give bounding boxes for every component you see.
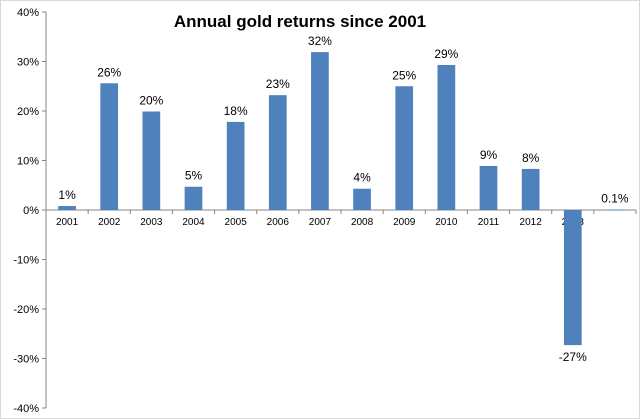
data-label: 32% <box>308 34 332 48</box>
bar <box>521 168 540 210</box>
data-label: 23% <box>266 77 290 91</box>
y-tick-label: 40% <box>17 7 39 19</box>
y-tick-label: -20% <box>13 304 39 316</box>
bar <box>437 64 456 210</box>
bar <box>142 111 161 210</box>
bar <box>395 86 414 210</box>
bar <box>353 188 371 210</box>
x-tick-label: 2003 <box>140 217 163 228</box>
y-tick-label: 20% <box>17 106 39 118</box>
bar <box>268 95 287 210</box>
data-label: 29% <box>434 47 458 61</box>
data-label: 8% <box>522 151 540 165</box>
bar <box>100 83 119 210</box>
x-tick-label: 2004 <box>182 217 205 228</box>
bars <box>58 52 624 346</box>
bar <box>606 209 624 211</box>
data-label: 5% <box>185 169 203 183</box>
data-label: 9% <box>480 148 498 162</box>
bar <box>311 52 329 210</box>
bar <box>563 210 582 346</box>
y-tick-label: 10% <box>17 156 39 168</box>
chart-title: Annual gold returns since 2001 <box>174 12 426 31</box>
bar <box>58 206 76 210</box>
x-tick-label: 2005 <box>225 217 248 228</box>
data-labels: 1% 26% 20% 5% 18% 23% 32% 4% 25% 29% 9% 8% -27% 0.1% <box>58 34 629 364</box>
y-tick-label: 30% <box>17 57 39 69</box>
data-label: 26% <box>97 65 121 79</box>
data-label: -27% <box>559 350 587 364</box>
y-tick-label: -40% <box>13 403 39 415</box>
x-tick-label: 2009 <box>393 217 416 228</box>
data-label: 4% <box>353 171 371 185</box>
x-tick-label: 2012 <box>520 217 543 228</box>
bar <box>226 121 245 210</box>
data-label: 18% <box>224 104 248 118</box>
x-tick-label: 2001 <box>56 217 79 228</box>
x-tick-label: 2008 <box>351 217 374 228</box>
data-label: 20% <box>139 93 163 107</box>
data-label: 0.1% <box>601 192 629 206</box>
bar <box>184 186 203 210</box>
y-tick-label: 0% <box>23 205 39 217</box>
x-tick-label: 2011 <box>478 217 500 228</box>
y-tick-label: -10% <box>13 255 39 267</box>
x-tick-label: 2007 <box>309 217 332 228</box>
bar <box>479 165 498 210</box>
x-tick-label: 2002 <box>98 217 121 228</box>
data-label: 25% <box>392 68 416 82</box>
y-tick-label: -30% <box>13 354 39 366</box>
axes: -40% -30% -20% -10% 0% 10% 20% 30% 40% 2001 2002 20… <box>13 7 637 415</box>
x-tick-label: 2006 <box>267 217 290 228</box>
data-label: 1% <box>58 188 76 202</box>
x-tick-label: 2010 <box>435 217 458 228</box>
